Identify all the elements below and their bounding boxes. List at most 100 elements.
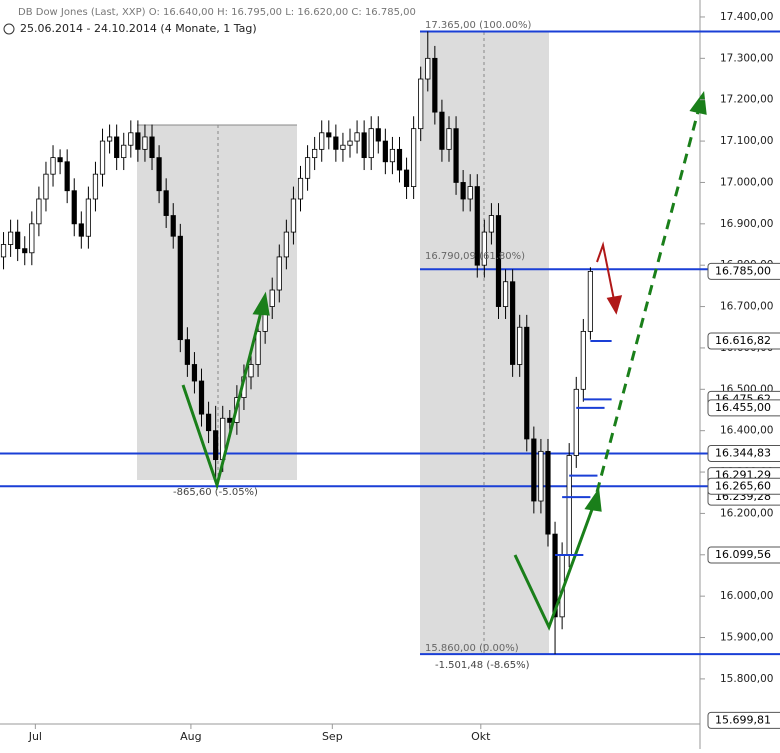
- candle-body: [8, 231, 14, 245]
- price-marker-label: 16.344,83: [715, 447, 771, 460]
- arrow: [513, 503, 596, 631]
- y-tick-label: 17.300,00: [720, 52, 773, 64]
- arrows: [181, 91, 707, 631]
- candle-body: [340, 144, 346, 150]
- candle-body: [255, 330, 261, 365]
- candle-body: [36, 198, 42, 225]
- candle-body: [184, 339, 190, 365]
- arrowhead: [606, 295, 623, 315]
- candle-body: [71, 190, 77, 225]
- candle-body: [312, 148, 318, 159]
- y-tick-label: 17.100,00: [720, 135, 773, 147]
- candle-body: [418, 78, 424, 130]
- candle-body: [269, 289, 275, 307]
- candle-body: [128, 132, 134, 146]
- price-marker: [707, 477, 780, 495]
- arrowhead: [252, 291, 270, 316]
- x-tick-label: Okt: [471, 730, 491, 743]
- candle-body: [502, 281, 509, 307]
- candle-body: [85, 198, 91, 237]
- candle-body: [248, 364, 254, 378]
- y-tick-label: 17.200,00: [720, 94, 773, 106]
- price-marker-label: 16.455,00: [715, 401, 771, 414]
- y-tick-label: 15.900,00: [720, 632, 773, 644]
- candle-body: [552, 533, 558, 618]
- candle-body: [347, 140, 353, 146]
- marks: [0, 30, 780, 656]
- candle-body: [43, 173, 49, 200]
- y-tick-label: 16.700,00: [720, 301, 773, 313]
- candle-body: [545, 450, 551, 535]
- y-tick-label: 16.900,00: [720, 218, 773, 230]
- candle-body: [531, 438, 537, 502]
- candle-body: [163, 190, 169, 216]
- arrow: [181, 307, 264, 491]
- candle-body: [135, 132, 141, 150]
- candle-body: [354, 132, 360, 142]
- clock-icon: [3, 23, 15, 35]
- fib-label: 15.860,00 (0.00%): [425, 643, 519, 654]
- candle-body: [495, 215, 502, 307]
- candle-body: [149, 136, 155, 159]
- candle-body: [99, 140, 106, 175]
- candle-body: [474, 186, 480, 266]
- candle-body: [205, 413, 212, 432]
- y-tick-label: 17.000,00: [720, 176, 773, 188]
- price-marker: [707, 445, 780, 463]
- period: 25.06.2014 - 24.10.2014 (4 Monate, 1 Tag…: [20, 22, 257, 35]
- candle-body: [517, 326, 523, 365]
- candle-body: [92, 173, 99, 200]
- candle-body: [453, 128, 459, 183]
- candle-body: [524, 326, 530, 440]
- arrowhead: [584, 487, 602, 512]
- candle-body: [177, 235, 183, 341]
- price-marker: [707, 546, 780, 564]
- y-tick-label: 16.400,00: [720, 425, 773, 437]
- fib-label: 16.790,09 (61.80%): [425, 251, 525, 262]
- candle-body: [64, 161, 70, 192]
- candle-body: [78, 223, 84, 237]
- arrow: [595, 107, 701, 493]
- candle-body: [403, 169, 410, 187]
- candle-body: [276, 256, 282, 291]
- candle-body: [411, 128, 417, 187]
- candle-body: [361, 132, 367, 159]
- candle-body: [106, 136, 113, 142]
- candle-body: [50, 157, 56, 175]
- y-tick-label: 16.000,00: [720, 590, 773, 602]
- candle-body: [304, 157, 311, 179]
- fib-label: -865,60 (-5.05%): [173, 487, 258, 498]
- price-marker-label: 16.616,82: [715, 334, 771, 347]
- price-marker-label: 16.099,56: [715, 548, 771, 561]
- candle-body: [460, 182, 466, 200]
- candle-body: [375, 128, 381, 142]
- candle-body: [114, 136, 120, 159]
- candle-body: [191, 364, 198, 382]
- candle-body: [587, 270, 594, 332]
- candle-body: [566, 455, 572, 556]
- candle-body: [15, 231, 21, 250]
- x-tick-label: Jul: [28, 730, 42, 743]
- x-tick-label: Sep: [322, 730, 343, 743]
- price-marker: [707, 262, 780, 280]
- candle-body: [382, 140, 388, 163]
- arrowhead: [689, 91, 707, 115]
- candle-body: [326, 132, 332, 138]
- candle-body: [57, 157, 63, 163]
- fib-label: -1.501,48 (-8.65%): [435, 660, 530, 671]
- candle-body: [319, 132, 325, 150]
- candle-body: [573, 388, 579, 456]
- candle-body: [170, 215, 176, 237]
- candle-body: [227, 417, 233, 423]
- y-tick-label: 15.800,00: [720, 673, 773, 685]
- candle-body: [446, 128, 452, 150]
- candle-body: [22, 248, 28, 254]
- candle-body: [538, 450, 544, 502]
- candle-body: [297, 177, 304, 200]
- candle-body: [425, 57, 431, 80]
- price-marker-label: 15.699,81: [715, 713, 771, 726]
- candle-body: [29, 223, 35, 254]
- candle-body: [432, 57, 438, 113]
- candle-body: [467, 186, 473, 200]
